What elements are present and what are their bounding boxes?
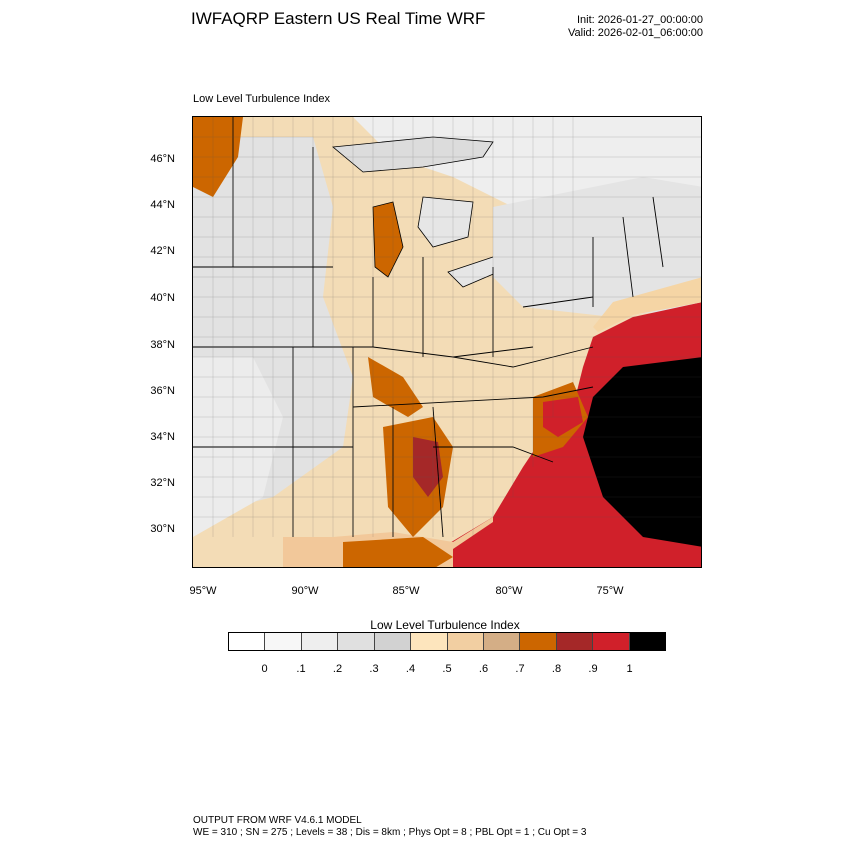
colorbar-box-4 xyxy=(374,633,412,650)
colorbar-box-2 xyxy=(301,633,339,650)
model-params: WE = 310 ; SN = 275 ; Levels = 38 ; Dis … xyxy=(193,827,587,838)
colorbar-box-3 xyxy=(338,633,375,650)
model-info: OUTPUT FROM WRF V4.6.1 MODEL xyxy=(193,815,362,826)
lon-tick-95: 95°W xyxy=(189,585,217,597)
lon-tick-80: 80°W xyxy=(495,585,523,597)
colorbar-label-10: 1 xyxy=(626,663,633,675)
main-title: IWFAQRP Eastern US Real Time WRF xyxy=(191,9,486,28)
lat-tick-40: 40°N xyxy=(150,292,175,304)
colorbar-box-6 xyxy=(447,633,484,650)
gulf-orange xyxy=(343,537,453,567)
colorbar-label-9: .9 xyxy=(588,663,598,675)
colorbar-label-5: .5 xyxy=(442,663,452,675)
colorbar-label-3: .3 xyxy=(369,663,379,675)
map-canvas xyxy=(193,117,701,567)
valid-time: Valid: 2026-02-01_06:00:00 xyxy=(568,27,703,39)
colorbar-box-7 xyxy=(483,633,521,650)
lat-tick-38: 38°N xyxy=(150,339,175,351)
colorbar-label-6: .6 xyxy=(478,663,489,675)
colorbar-label-7: .7 xyxy=(515,663,525,675)
colorbar-label-0: 0 xyxy=(261,663,268,675)
alabama-high xyxy=(413,437,443,497)
lake-huron xyxy=(417,196,474,248)
colorbar-box-11 xyxy=(629,633,666,650)
colorbar-box-5 xyxy=(411,633,448,650)
colorbar-box-8 xyxy=(520,633,557,650)
lat-tick-42: 42°N xyxy=(150,245,175,257)
colorbar-box-9 xyxy=(556,633,594,650)
colorbar-box-0 xyxy=(229,633,266,650)
lat-tick-46: 46°N xyxy=(150,153,175,165)
lon-tick-75: 75°W xyxy=(596,585,624,597)
nearshore-band xyxy=(593,277,701,332)
ocean-max-zone xyxy=(583,357,701,547)
colorbar-label-1: .1 xyxy=(296,663,306,675)
colorbar-label-8: .8 xyxy=(551,663,562,675)
lat-tick-32: 32°N xyxy=(150,477,175,489)
colorbar-box-10 xyxy=(593,633,630,650)
northeast-region xyxy=(493,177,701,317)
map-subtitle: Low Level Turbulence Index xyxy=(193,93,330,105)
kentucky-orange xyxy=(368,357,423,417)
lat-tick-36: 36°N xyxy=(150,385,175,397)
colorbar xyxy=(228,632,666,651)
lat-tick-30: 30°N xyxy=(150,523,175,535)
county-lines xyxy=(193,117,701,537)
florida-red xyxy=(453,522,513,567)
lon-tick-85: 85°W xyxy=(392,585,420,597)
colorbar-box-1 xyxy=(265,633,302,650)
lon-tick-90: 90°W xyxy=(291,585,319,597)
colorbar-label-2: .2 xyxy=(332,663,343,675)
colorbar-label-4: .4 xyxy=(405,663,416,675)
init-time: Init: 2026-01-27_00:00:00 xyxy=(577,14,703,26)
lat-tick-44: 44°N xyxy=(150,199,175,211)
lat-tick-34: 34°N xyxy=(150,431,175,443)
map-panel xyxy=(192,116,702,568)
colorbar-title: Low Level Turbulence Index xyxy=(370,618,520,632)
